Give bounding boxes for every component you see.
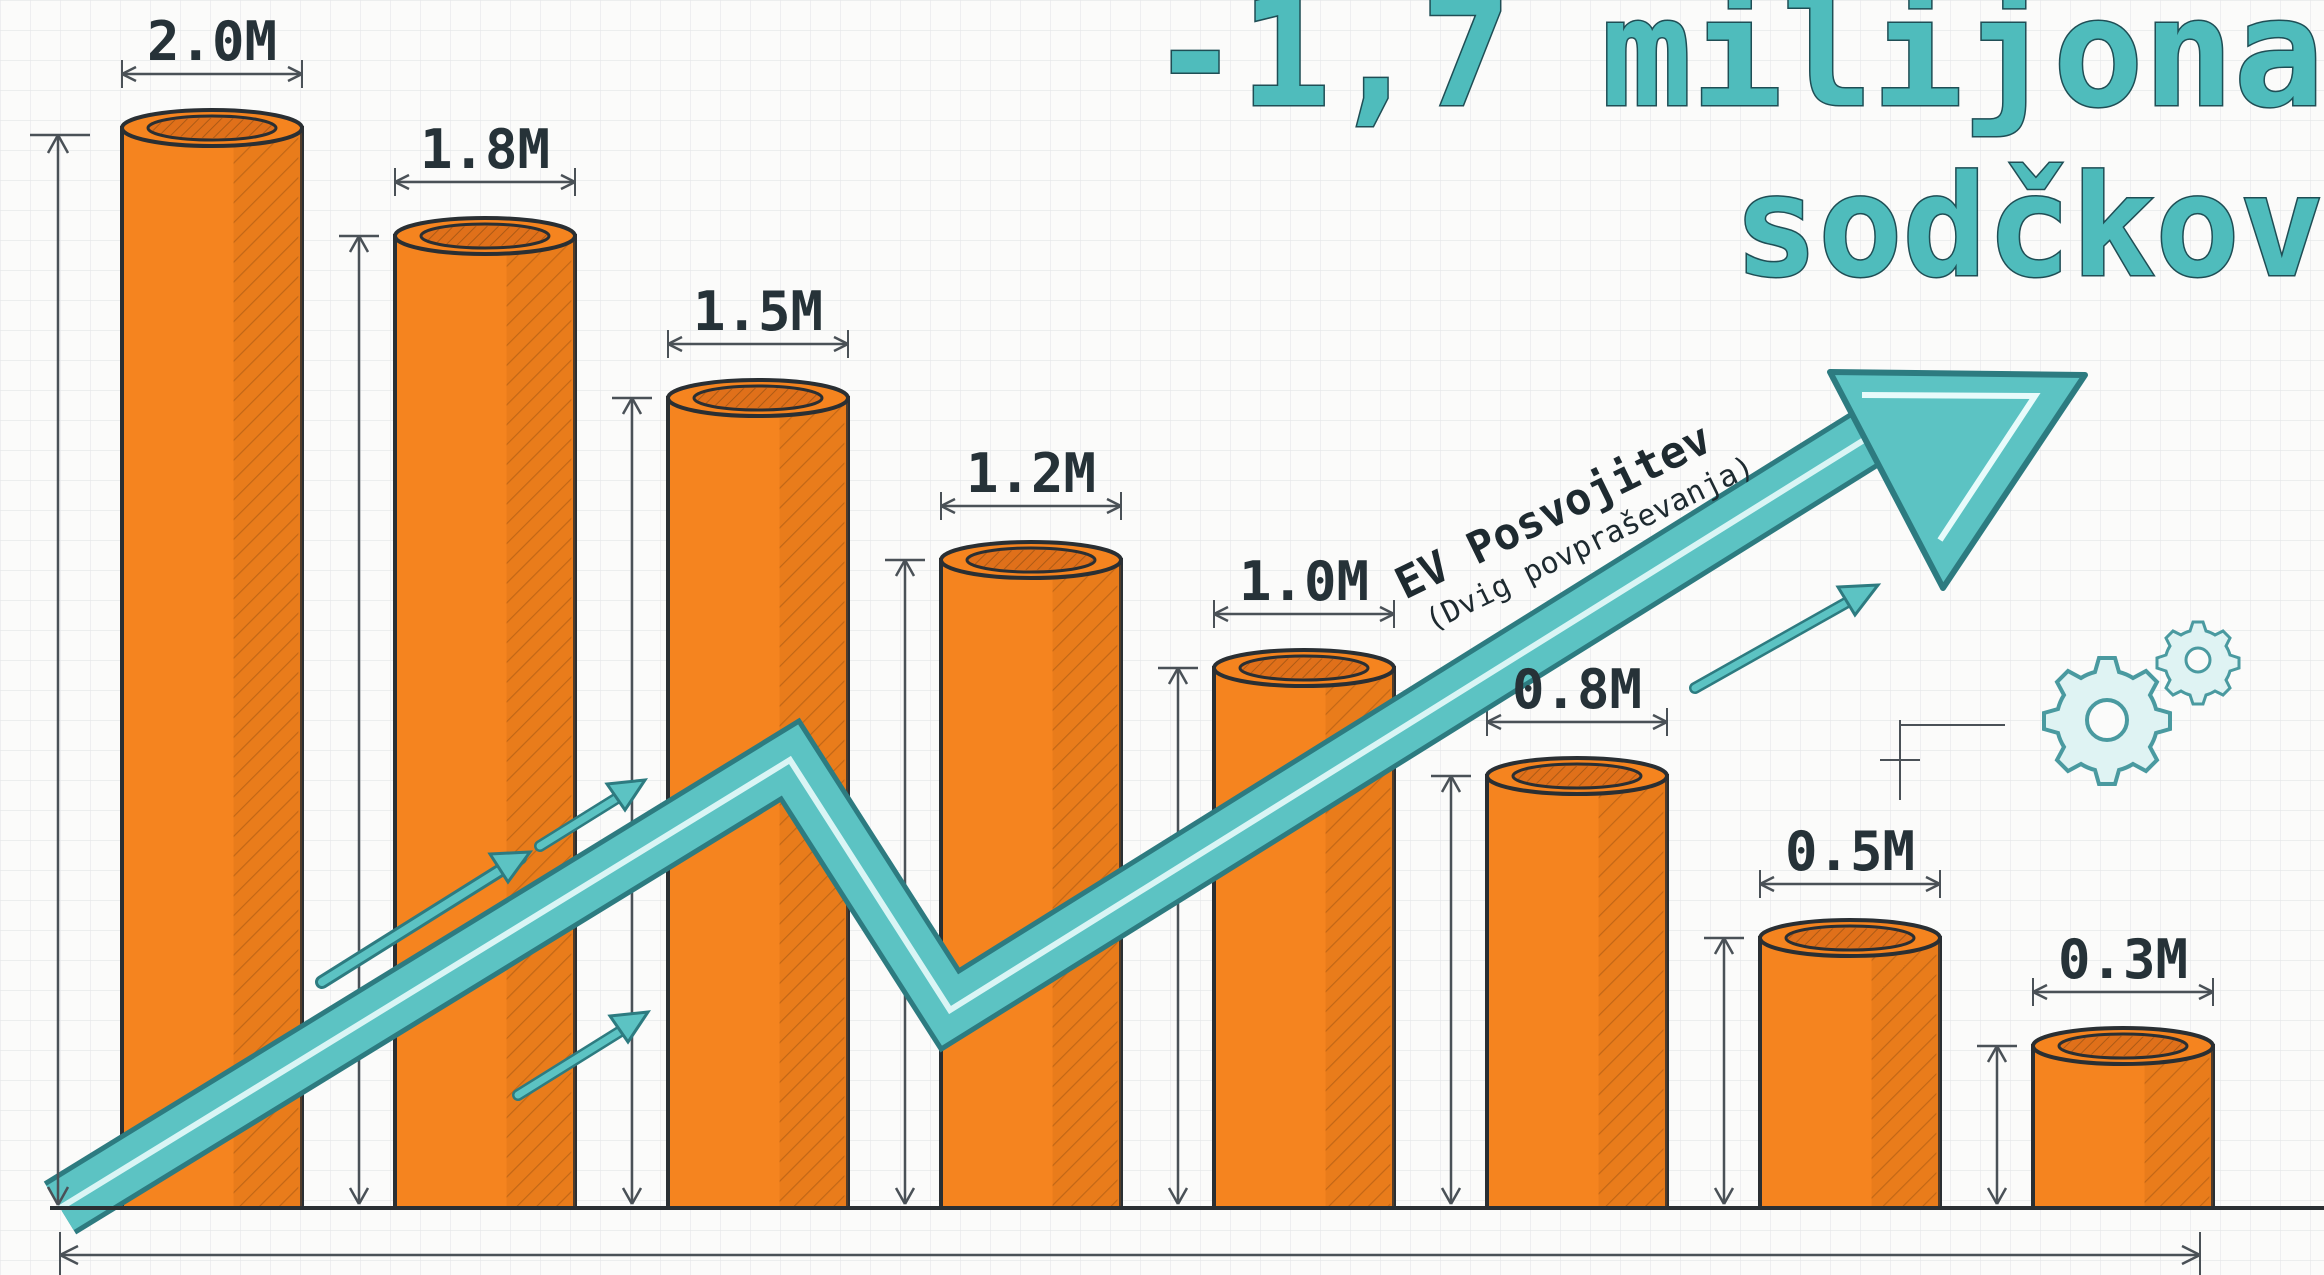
bar <box>939 540 1123 1210</box>
small-arrow-2 <box>534 778 649 852</box>
bar-width-dimension <box>940 492 1122 520</box>
bar-width-dimension <box>1759 870 1941 898</box>
crosshair-mark <box>1880 720 2005 800</box>
bar-width-dimension <box>2032 978 2214 1006</box>
bar-height-dimension <box>1158 666 1198 1205</box>
bar-height-dimension <box>885 558 925 1205</box>
bar-width-dimension <box>1213 600 1395 628</box>
bar-value-label: 1.2M <box>966 442 1096 505</box>
bar <box>1758 918 1942 1210</box>
bar-value-label: 0.3M <box>2058 928 2188 991</box>
bar-value-label: 1.0M <box>1239 550 1369 613</box>
title-line-2: sodčkov <box>1734 146 2324 309</box>
bar-height-dimension <box>1977 1044 2017 1205</box>
bars-layer <box>120 108 2215 1210</box>
bar-width-dimension <box>667 330 849 358</box>
bar <box>120 108 304 1210</box>
bar-value-label: 1.8M <box>420 118 550 181</box>
bar-width-dimension <box>394 168 576 196</box>
trend-arrow-layer <box>43 369 2088 1235</box>
gear-icon <box>2042 656 2172 786</box>
bar-value-label: 0.8M <box>1512 658 1642 721</box>
data-labels-layer: 2.0M 1.8M 1.5M 1.2M 1.0M 0.8M 0.5M 0.3M <box>147 10 2188 991</box>
bar <box>1485 756 1669 1210</box>
bar <box>393 216 577 1210</box>
bar-value-label: 1.5M <box>693 280 823 343</box>
small-arrow-4 <box>1689 583 1882 694</box>
x-axis-dimension <box>59 1232 2201 1275</box>
trend-arrow <box>43 369 2088 1235</box>
small-arrow-3 <box>512 1010 652 1101</box>
bar-width-dimension <box>121 60 303 88</box>
bar-height-dimension <box>1431 774 1471 1205</box>
bar-value-label: 2.0M <box>147 10 277 73</box>
bar <box>2031 1026 2215 1210</box>
bar-value-label: 0.5M <box>1785 820 1915 883</box>
small-arrow-1 <box>315 850 534 989</box>
bar-height-dimension <box>1704 936 1744 1205</box>
left-dimension-arrowheads <box>30 133 90 1206</box>
gear-icon <box>2155 620 2241 706</box>
title-line-1: -1,7 milijona <box>1150 0 2324 141</box>
bar-width-dimension <box>1486 708 1668 736</box>
